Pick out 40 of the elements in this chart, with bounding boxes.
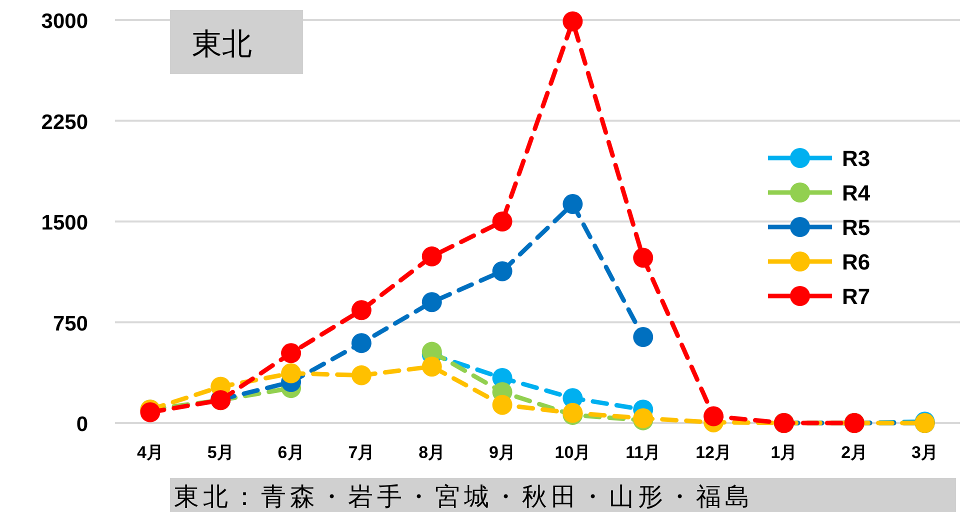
y-tick-label: 3000	[41, 10, 88, 33]
text: 東北：青森・岩手・宮城・秋田・山形・福島	[174, 483, 754, 511]
point	[351, 365, 372, 386]
x-tick-label: 4月	[136, 443, 164, 462]
x-tick-label: 3月	[912, 443, 938, 462]
chart-title: 東北	[192, 28, 252, 61]
point	[281, 363, 302, 384]
x-tick-label: 12月	[696, 443, 732, 462]
x-tick-label: 7月	[348, 443, 375, 462]
point	[562, 194, 583, 214]
y-tick-label: 1500	[41, 212, 88, 234]
x-tick-label: 8月	[418, 443, 446, 462]
x-tick-label: 5月	[207, 443, 234, 462]
legend-label: R5	[842, 215, 870, 240]
point	[633, 327, 654, 348]
point	[492, 394, 512, 415]
y-tick-label: 750	[52, 312, 88, 336]
legend-label: R7	[842, 284, 870, 309]
legend-label: R3	[842, 146, 870, 171]
x-tick-label: 6月	[278, 443, 304, 462]
point	[422, 246, 442, 266]
point	[422, 292, 442, 312]
legend-label: R4	[842, 180, 871, 206]
x-tick-label: 11月	[626, 443, 661, 462]
point	[492, 261, 512, 282]
y-tick-label: 2250	[41, 110, 88, 134]
legend-label: R6	[842, 250, 870, 274]
x-tick-label: 1月	[770, 443, 798, 462]
y-tick-label: 0	[76, 413, 88, 436]
point	[492, 212, 512, 232]
point	[281, 343, 302, 364]
point	[704, 406, 724, 426]
point	[351, 333, 372, 354]
x-tick-label: 2月	[841, 443, 868, 462]
point	[562, 11, 583, 32]
point	[422, 356, 442, 377]
x-tick-label: 9月	[489, 443, 516, 462]
point	[351, 300, 372, 320]
point	[633, 248, 654, 268]
x-tick-label: 10月	[554, 443, 591, 462]
